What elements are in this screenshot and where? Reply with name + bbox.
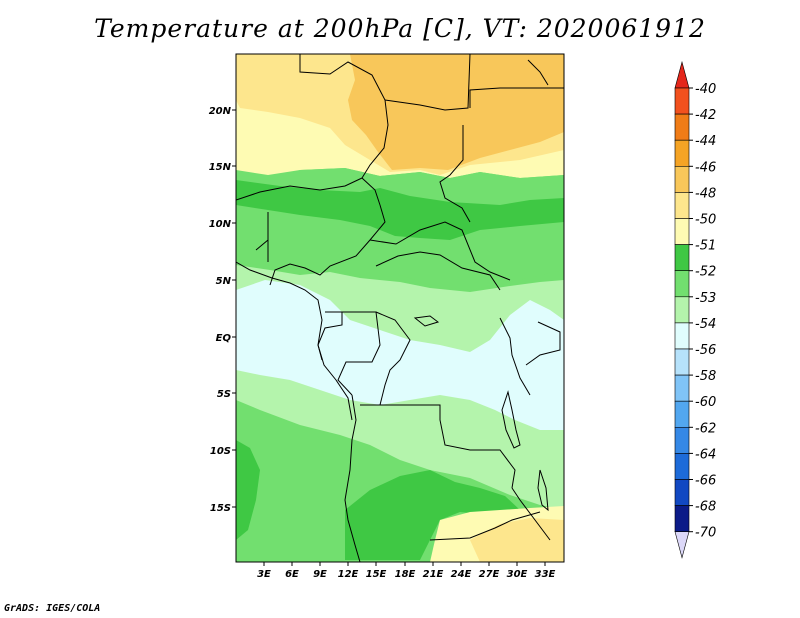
colorbar-swatch <box>674 192 690 219</box>
lat-tick-label: 15S <box>210 503 231 514</box>
border-line <box>369 221 511 281</box>
colorbar-label: -70 <box>695 526 716 541</box>
colorbar-swatch <box>674 322 690 350</box>
colorbar-label: -51 <box>695 239 716 254</box>
border-line <box>511 487 551 541</box>
border-line <box>439 125 471 223</box>
border-line <box>299 54 389 206</box>
lon-tick-label: 9E <box>313 569 327 580</box>
colorbar-swatch <box>674 479 690 506</box>
colorbar-bottom-triangle <box>674 531 690 559</box>
colorbar-swatch <box>674 348 690 376</box>
field-green-dark-south <box>345 470 520 560</box>
colorbar-swatch <box>674 374 690 402</box>
lon-tick-label: 3E <box>257 569 271 580</box>
lake-outline <box>501 390 521 449</box>
lon-tick-label: 30E <box>507 569 528 580</box>
border-line <box>375 251 501 291</box>
colorbar-label: -42 <box>695 108 716 123</box>
colorbar-swatch <box>674 270 690 298</box>
colorbar-top-triangle <box>674 60 690 89</box>
colorbar-swatch <box>674 244 690 272</box>
lat-tick-label: 5N <box>216 276 232 287</box>
colorbar-label: -58 <box>695 369 716 384</box>
temperature-field <box>236 54 564 562</box>
colorbar-label: -62 <box>695 421 716 436</box>
field-green-dark-north <box>236 180 564 240</box>
colorbar-label: -44 <box>695 134 716 149</box>
colorbar-label: -53 <box>695 291 716 306</box>
lon-tick-label: 21E <box>423 569 444 580</box>
colorbar-label: -48 <box>695 186 716 201</box>
colorbar-swatch <box>674 139 690 167</box>
lon-tick-label: 33E <box>535 569 556 580</box>
border-line <box>360 404 516 489</box>
chart-title: Temperature at 200hPa [C], VT: 202006191… <box>94 14 706 43</box>
colorbar-label: -66 <box>695 474 716 489</box>
lat-tick-label: 10N <box>209 219 232 230</box>
lat-axis: 20N 15N 10N 5N EQ 5S 10S 15S <box>209 106 236 514</box>
colorbar-swatch <box>674 426 690 454</box>
colorbar: -40 -42 -44 -46 -48 -50 -51 -52 -53 -54 -56 -58 -60 -… <box>674 60 716 559</box>
lake-outline <box>537 469 549 512</box>
lon-tick-label: 27E <box>479 569 500 580</box>
colorbar-label: -54 <box>695 317 716 332</box>
lake-outline <box>413 315 440 327</box>
border-line <box>375 311 411 406</box>
colorbar-label: -68 <box>695 500 716 515</box>
colorbar-label: -52 <box>695 265 716 280</box>
map-frame <box>235 53 565 563</box>
colorbar-label: -64 <box>695 447 716 462</box>
border-line <box>429 511 541 541</box>
coastline <box>236 261 353 421</box>
lon-tick-label: 15E <box>366 569 387 580</box>
border-line <box>269 204 386 286</box>
border-line <box>469 87 564 108</box>
lat-tick-label: EQ <box>216 333 232 344</box>
country-borders <box>236 54 564 562</box>
colorbar-swatch <box>674 453 690 480</box>
colorbar-swatch <box>674 505 690 533</box>
colorbar-label: -56 <box>695 343 716 358</box>
colorbar-swatch <box>674 218 690 245</box>
border-line <box>344 394 361 562</box>
lat-tick-label: 5S <box>217 389 231 400</box>
colorbar-swatch <box>674 166 690 193</box>
lat-tick-label: 15N <box>209 162 232 173</box>
grads-credit: GrADS: IGES/COLA <box>4 603 101 614</box>
border-line <box>255 212 269 262</box>
lat-tick-label: 10S <box>210 446 231 457</box>
lon-tick-label: 6E <box>285 569 299 580</box>
lon-tick-label: 18E <box>395 569 416 580</box>
lon-tick-label: 24E <box>451 569 472 580</box>
colorbar-label: -40 <box>695 82 716 97</box>
colorbar-label: -50 <box>695 213 716 228</box>
colorbar-label: -60 <box>695 395 716 410</box>
colorbar-label: -46 <box>695 160 716 175</box>
border-line <box>384 54 471 111</box>
colorbar-swatch <box>674 113 690 141</box>
colorbar-swatch <box>674 87 690 115</box>
field-green-dark-sw <box>236 440 260 540</box>
border-line <box>525 321 561 366</box>
lon-axis: 3E 6E 9E 12E 15E 18E 21E 24E 27E 30E 33E <box>257 562 556 580</box>
lon-tick-label: 12E <box>338 569 359 580</box>
border-line <box>499 317 531 396</box>
border-line <box>236 177 363 201</box>
field-orange <box>348 54 564 170</box>
field-cyan <box>236 280 564 430</box>
lat-tick-label: 20N <box>209 106 232 117</box>
colorbar-swatch <box>674 296 690 324</box>
coastline <box>527 59 549 86</box>
colorbar-swatch <box>674 400 690 428</box>
